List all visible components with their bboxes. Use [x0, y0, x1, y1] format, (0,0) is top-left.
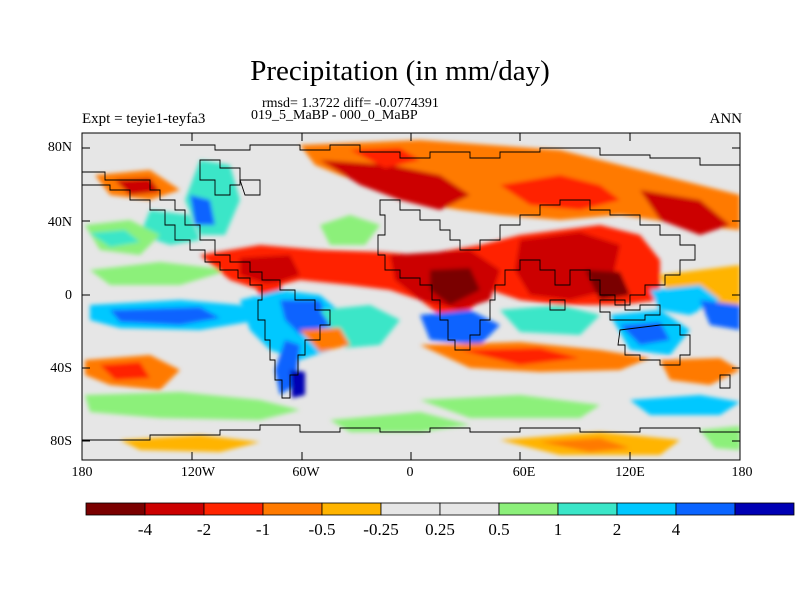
y-tick-label: 40S — [50, 361, 72, 376]
colorbar-swatch — [85, 502, 146, 516]
colorbar-label: -4 — [137, 520, 153, 539]
stats-subtitle: rmsd= 1.3722 diff= -0.0774391 — [262, 96, 439, 111]
colorbar-swatch — [498, 502, 559, 516]
y-tick-label: 40N — [47, 215, 72, 230]
colorbar-swatch — [321, 502, 382, 516]
colorbar-label: 4 — [671, 520, 681, 539]
y-tick-label: 80S — [50, 434, 72, 449]
x-tick-label: 120W — [180, 465, 216, 480]
season-label: ANN — [709, 111, 743, 127]
colorbar-label: 2 — [612, 520, 622, 539]
page-title: Precipitation (in mm/day) — [250, 55, 550, 87]
colorbar-swatch — [675, 502, 736, 516]
coastlines — [82, 144, 740, 441]
colorbar-label: 0.5 — [488, 520, 510, 539]
colorbar-swatch — [439, 502, 500, 516]
colorbar-swatch — [734, 502, 795, 516]
colorbar-swatch — [144, 502, 205, 516]
experiment-subtitle: 019_5_MaBP - 000_0_MaBP — [251, 108, 418, 123]
colorbar-label: -0.5 — [308, 520, 336, 539]
axis-ticks — [81, 133, 741, 460]
colorbar-swatch — [557, 502, 618, 516]
x-tick-label: 0 — [406, 465, 414, 480]
colorbar-label: 1 — [553, 520, 563, 539]
colorbar-label: -2 — [196, 520, 212, 539]
x-tick-label: 180 — [731, 465, 753, 480]
colorbar-swatch — [203, 502, 264, 516]
x-tick-label: 60E — [512, 465, 536, 480]
x-tick-label: 120E — [615, 465, 645, 480]
colorbar-label: 0.25 — [425, 520, 455, 539]
colorbar — [85, 502, 795, 516]
colorbar-swatch — [380, 502, 441, 516]
colorbar-swatch — [262, 502, 323, 516]
x-tick-label: 180 — [71, 465, 93, 480]
y-tick-label: 80N — [47, 140, 72, 155]
colorbar-label: -0.25 — [363, 520, 399, 539]
colorbar-swatch — [616, 502, 677, 516]
y-tick-label: 0 — [65, 288, 72, 303]
precipitation-field — [82, 133, 740, 460]
x-tick-label: 60W — [292, 465, 320, 480]
colorbar-label: -1 — [255, 520, 271, 539]
experiment-label: Expt = teyie1-teyfa3 — [82, 111, 206, 127]
